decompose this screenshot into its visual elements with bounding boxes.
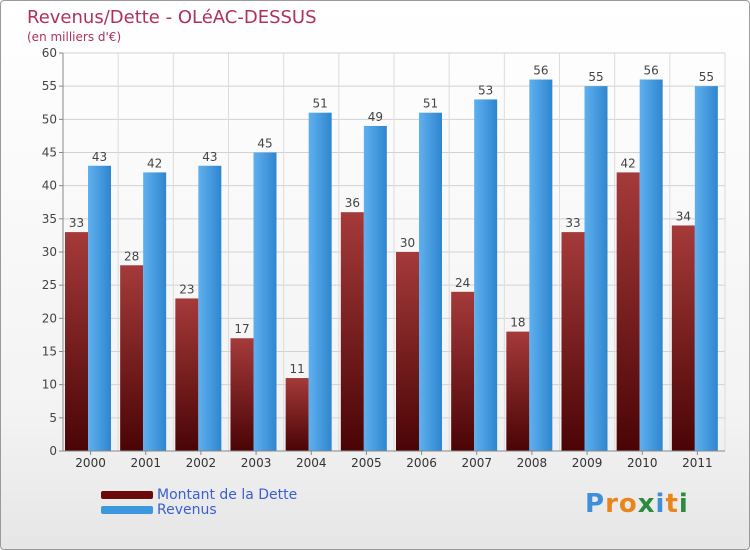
- legend: Montant de la Dette Revenus: [101, 486, 298, 518]
- x-tick-label: 2010: [627, 456, 658, 470]
- data-label-dette: 28: [124, 249, 139, 263]
- x-tick-label: 2004: [296, 456, 327, 470]
- data-label-dette: 33: [565, 216, 580, 230]
- bar-dette: [65, 232, 88, 451]
- data-label-dette: 33: [69, 216, 84, 230]
- y-tick-label: 45: [42, 146, 57, 160]
- logo-letter: i: [655, 489, 666, 519]
- data-label-dette: 23: [179, 282, 194, 296]
- y-tick-label: 5: [49, 411, 57, 425]
- data-label-revenus: 55: [588, 70, 603, 84]
- x-tick-label: 2011: [682, 456, 713, 470]
- bar-revenus: [639, 79, 663, 452]
- bar-dette: [120, 265, 144, 451]
- x-tick-label: 2008: [517, 456, 548, 470]
- y-tick-label: 55: [42, 79, 57, 93]
- bar-revenus: [474, 99, 498, 451]
- data-label-dette: 18: [510, 316, 525, 330]
- data-label-dette: 34: [676, 209, 691, 223]
- y-tick-label: 60: [42, 46, 57, 60]
- bars: [65, 79, 718, 452]
- data-label-dette: 11: [290, 362, 305, 376]
- data-label-revenus: 45: [257, 137, 272, 151]
- y-tick-label: 20: [42, 311, 57, 325]
- logo-letter: o: [618, 489, 638, 519]
- x-tick-label: 2003: [241, 456, 272, 470]
- data-label-dette: 17: [234, 322, 249, 336]
- data-label-revenus: 51: [313, 97, 328, 111]
- data-label-dette: 42: [621, 156, 636, 170]
- x-axis: 2000 2001 2002 2003 2004 2005 2006 2007 2008 2009…: [63, 450, 725, 470]
- y-tick-label: 0: [49, 444, 57, 458]
- logo-letter: r: [605, 489, 619, 519]
- data-label-dette: 24: [455, 276, 470, 290]
- chart-title: Revenus/Dette - OLéAC-DESSUS: [27, 7, 317, 28]
- bar-dette: [175, 298, 199, 451]
- logo-letter: x: [637, 489, 656, 519]
- bar-revenus: [88, 165, 111, 451]
- y-tick-label: 10: [42, 378, 57, 392]
- legend-item-revenus: Revenus: [101, 501, 297, 518]
- y-tick-label: 30: [42, 245, 57, 259]
- chart-subtitle: (en milliers d'€): [27, 30, 122, 44]
- bar-dette: [616, 172, 640, 451]
- bar-dette: [340, 212, 364, 451]
- bar-dette: [671, 225, 695, 451]
- y-tick-label: 50: [42, 112, 57, 126]
- legend-item-debt: Montant de la Dette: [101, 486, 298, 503]
- data-label-revenus: 43: [92, 150, 107, 164]
- bar-dette: [506, 331, 530, 451]
- data-labels: 33 43 28 42 23 43 17 45 11 51 36 49 30 51 24 53 18 56 33 55…: [69, 64, 714, 376]
- legend-label-revenus: Revenus: [157, 501, 217, 518]
- logo-letter: i: [678, 489, 689, 519]
- data-label-revenus: 42: [147, 156, 162, 170]
- y-tick-label: 25: [42, 278, 57, 292]
- y-tick-label: 40: [42, 179, 57, 193]
- bar-revenus: [198, 165, 222, 451]
- x-tick-label: 2007: [461, 456, 492, 470]
- bar-dette: [561, 232, 585, 451]
- data-label-revenus: 49: [368, 110, 383, 124]
- bar-revenus: [143, 172, 167, 451]
- bar-revenus: [308, 112, 332, 451]
- logo-letter: P: [585, 489, 606, 519]
- bar-revenus: [584, 86, 608, 452]
- y-axis: 0 5 10 15 20 25 30 35 40 45 50 55 60: [42, 46, 64, 458]
- x-tick-label: 2002: [186, 456, 217, 470]
- data-label-revenus: 56: [644, 64, 659, 78]
- bar-revenus: [529, 79, 553, 452]
- bar-revenus: [419, 112, 442, 451]
- y-tick-label: 35: [42, 212, 57, 226]
- x-tick-label: 2000: [75, 456, 106, 470]
- data-label-revenus: 53: [478, 83, 493, 97]
- y-tick-label: 15: [42, 345, 57, 359]
- data-label-dette: 30: [400, 236, 415, 250]
- bar-dette: [230, 338, 254, 451]
- logo-letter: t: [665, 489, 679, 519]
- bar-revenus: [694, 86, 718, 452]
- proxiti-logo: Proxiti: [585, 489, 689, 519]
- legend-swatch-revenus: [101, 505, 153, 514]
- legend-swatch-debt: [101, 490, 153, 499]
- data-label-dette: 36: [345, 196, 360, 210]
- x-tick-label: 2001: [130, 456, 161, 470]
- x-tick-label: 2006: [406, 456, 437, 470]
- data-label-revenus: 56: [533, 64, 548, 78]
- bar-revenus: [253, 152, 277, 451]
- bar-revenus: [363, 125, 387, 451]
- bar-dette: [451, 291, 475, 451]
- bar-dette: [285, 378, 309, 451]
- data-label-revenus: 55: [699, 70, 714, 84]
- bar-dette: [396, 252, 419, 451]
- data-label-revenus: 43: [202, 150, 217, 164]
- gridlines: [62, 52, 726, 452]
- x-tick-label: 2009: [572, 456, 603, 470]
- x-tick-label: 2005: [351, 456, 382, 470]
- legend-label-debt: Montant de la Dette: [157, 486, 298, 503]
- data-label-revenus: 51: [423, 97, 438, 111]
